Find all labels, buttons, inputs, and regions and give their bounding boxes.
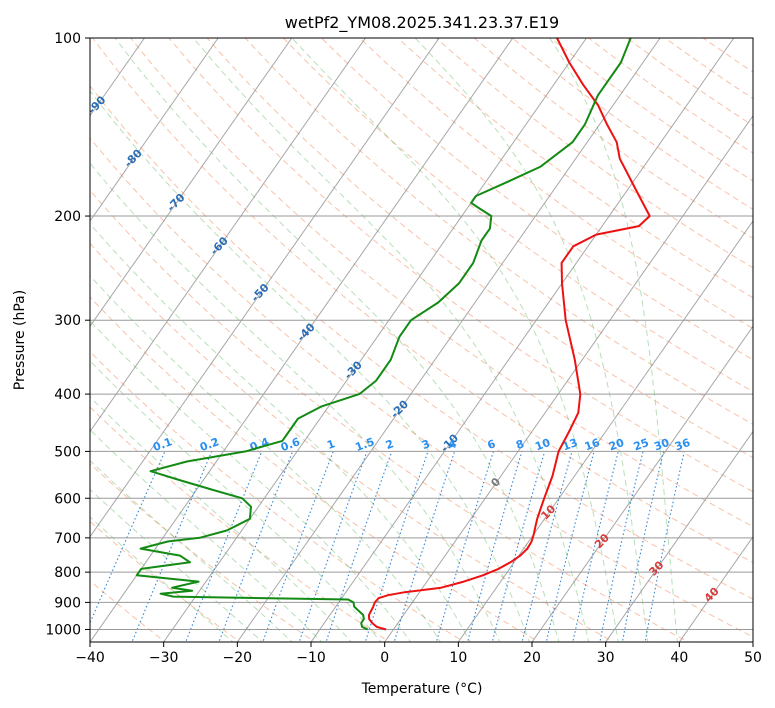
x-tick-label: 30: [597, 650, 615, 666]
x-tick-label: 20: [523, 650, 541, 666]
y-tick-label: 200: [54, 209, 81, 225]
isotherm-line: [90, 38, 366, 433]
mixing-ratio-label: 30: [652, 436, 671, 454]
isotherm-line: [163, 38, 587, 642]
y-tick-label: 800: [54, 565, 81, 581]
moist-adiabat-line: [90, 320, 412, 642]
y-axis-label: Pressure (hPa): [12, 290, 28, 390]
moist-adiabat-line: [90, 396, 352, 642]
mixing-ratio-line: [325, 451, 393, 642]
x-tick-label: 40: [670, 650, 688, 666]
mixing-ratio-line: [545, 451, 595, 642]
moist-adiabat-line: [90, 429, 323, 642]
sounding-profiles: [135, 38, 651, 631]
moist-adiabat-line: [90, 459, 293, 642]
mixing-ratio-label: 1.5: [353, 435, 376, 454]
y-axis-ticks: 100 200 300 400 500 600 700 800 900 1000: [45, 31, 90, 638]
x-tick-label: −40: [75, 650, 105, 666]
x-tick-label: −30: [149, 650, 179, 666]
mixing-ratio-label: 0.6: [279, 435, 302, 454]
moist-adiabat-line: [90, 223, 471, 642]
x-tick-label: −20: [223, 650, 253, 666]
mixing-ratio-line: [262, 451, 334, 642]
x-tick-label: −10: [296, 650, 326, 666]
isotherm-line: [236, 38, 661, 642]
mixing-ratio-line: [218, 451, 294, 642]
mixing-ratio-line: [393, 451, 456, 642]
mixing-ratio-line: [185, 451, 263, 642]
temperature-profile: [368, 38, 651, 631]
moist-adiabat-line: [90, 488, 264, 642]
mixing-ratio-label: 0.2: [198, 435, 221, 454]
isotherm-line: [605, 430, 753, 642]
isotherm-line: [90, 38, 293, 328]
dry-adiabat-line: [92, 38, 753, 564]
mixing-ratio-label: 4: [447, 437, 459, 452]
mixing-ratio-label: 2: [384, 437, 396, 452]
mixing-ratio-label: 8: [514, 437, 526, 452]
y-tick-label: 900: [54, 595, 81, 611]
mixing-ratio-line: [599, 451, 644, 642]
mixing-ratio-label: 0.1: [151, 435, 174, 454]
isotherm-line: [90, 38, 440, 538]
dry-adiabat-line: [90, 85, 753, 600]
chart-title: wetPf2_YM08.2025.341.23.37.E19: [285, 13, 559, 33]
y-tick-label: 1000: [45, 622, 81, 638]
mixing-ratio-line: [644, 451, 685, 642]
mixing-ratio-line: [491, 451, 546, 642]
isotherm-line: [90, 38, 514, 642]
plot-background-lines: [90, 38, 753, 642]
moist-adiabat-line: [90, 162, 501, 642]
mixing-ratio-label: 16: [583, 436, 602, 454]
x-tick-label: 50: [744, 650, 762, 666]
dry-adiabat-line: [130, 38, 753, 528]
y-tick-label: 700: [54, 531, 81, 547]
dry-adiabat-line: [283, 38, 753, 393]
mixing-ratio-line: [364, 451, 429, 642]
moist-adiabat-line: [90, 360, 382, 642]
mixing-ratio-label: 3: [420, 437, 432, 452]
y-tick-label: 100: [54, 31, 81, 47]
y-tick-label: 600: [54, 491, 81, 507]
x-tick-label: 10: [449, 650, 467, 666]
isotherm-line: [90, 38, 219, 222]
plot-frame: [89, 37, 754, 643]
mixing-ratio-label: 25: [632, 436, 651, 453]
mixing-ratio-line: [298, 451, 368, 642]
isotherm-line: [384, 114, 753, 642]
dry-adiabat-line: [321, 38, 753, 361]
y-tick-label: 400: [54, 387, 81, 403]
x-tick-label: 0: [380, 650, 389, 666]
mixing-ratio-label: 1: [325, 437, 337, 452]
mixing-ratio-line: [572, 451, 619, 642]
dewpoint-profile: [135, 38, 632, 631]
moist-adiabat-line: [90, 516, 234, 642]
mixing-ratio-line: [435, 451, 494, 642]
mixing-ratio-line: [466, 451, 523, 642]
isotherm-line: [310, 38, 735, 642]
isotherm-line: [457, 220, 753, 642]
dry-adiabat-line: [90, 189, 690, 642]
mixing-ratio-line: [521, 451, 573, 642]
mixing-ratio-label: 36: [673, 436, 692, 454]
dry-adiabat-line: [359, 38, 753, 330]
x-axis-label: Temperature (°C): [361, 681, 483, 697]
y-tick-label: 300: [54, 313, 81, 329]
moist-adiabat-line: [90, 275, 441, 642]
mixing-ratio-label: 10: [533, 436, 552, 454]
dry-adiabat-line: [168, 38, 753, 493]
isotherm-line: [531, 325, 753, 642]
mixing-ratio-line: [621, 451, 665, 642]
x-axis-ticks: −40 −30 −20 −10 0 10 20 30 40 50: [75, 642, 762, 666]
mixing-ratio-labels: 0.1 0.2 0.4 0.6 1 1.5 2 3 4 6 8 10 13 16 20 25 30 36: [151, 435, 692, 454]
mixing-ratio-label: 20: [607, 436, 626, 454]
isotherm-line: [678, 535, 753, 642]
mixing-ratio-label: 6: [486, 437, 498, 452]
dry-adiabat-line: [90, 350, 466, 642]
y-tick-label: 500: [54, 444, 81, 460]
